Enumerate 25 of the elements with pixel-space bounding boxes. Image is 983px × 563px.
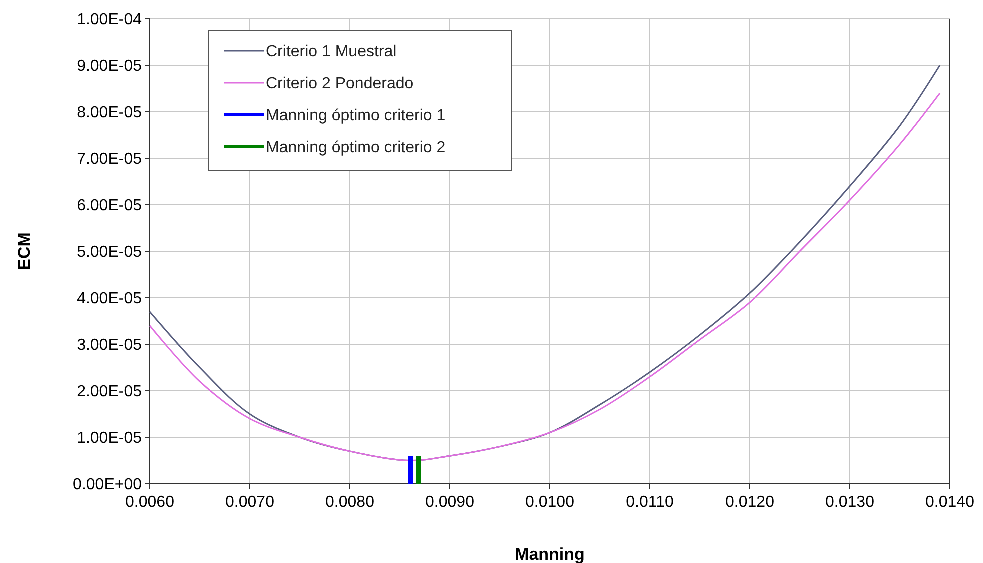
x-tick-label: 0.0070 xyxy=(226,494,275,511)
legend-label: Manning óptimo criterio 1 xyxy=(266,108,446,125)
legend-label: Manning óptimo criterio 2 xyxy=(266,140,446,157)
legend-label: Criterio 2 Ponderado xyxy=(266,76,414,93)
y-tick-label: 4.00E-05 xyxy=(77,290,142,308)
y-tick-label: 1.00E-04 xyxy=(77,12,142,29)
y-tick-label: 8.00E-05 xyxy=(77,104,142,122)
x-tick-label: 0.0130 xyxy=(826,494,875,511)
y-tick-label: 1.00E-05 xyxy=(77,430,142,448)
y-tick-label: 3.00E-05 xyxy=(77,337,142,354)
x-tick-label: 0.0080 xyxy=(326,494,375,511)
y-tick-label: 7.00E-05 xyxy=(77,151,142,168)
y-tick-label: 5.00E-05 xyxy=(77,244,142,262)
x-tick-label: 0.0060 xyxy=(126,494,175,511)
y-axis-title: ECM xyxy=(15,232,34,270)
x-tick-label: 0.0120 xyxy=(726,494,775,511)
legend-label: Criterio 1 Muestral xyxy=(266,44,397,61)
y-tick-label: 0.00E+00 xyxy=(73,476,142,494)
y-tick-label: 2.00E-05 xyxy=(77,384,142,401)
x-tick-label: 0.0140 xyxy=(926,494,975,511)
y-tick-label: 9.00E-05 xyxy=(77,58,142,76)
y-tick-label: 6.00E-05 xyxy=(77,198,142,215)
x-tick-label: 0.0110 xyxy=(626,494,674,511)
x-tick-label: 0.0100 xyxy=(526,494,575,511)
x-tick-label: 0.0090 xyxy=(426,494,475,511)
